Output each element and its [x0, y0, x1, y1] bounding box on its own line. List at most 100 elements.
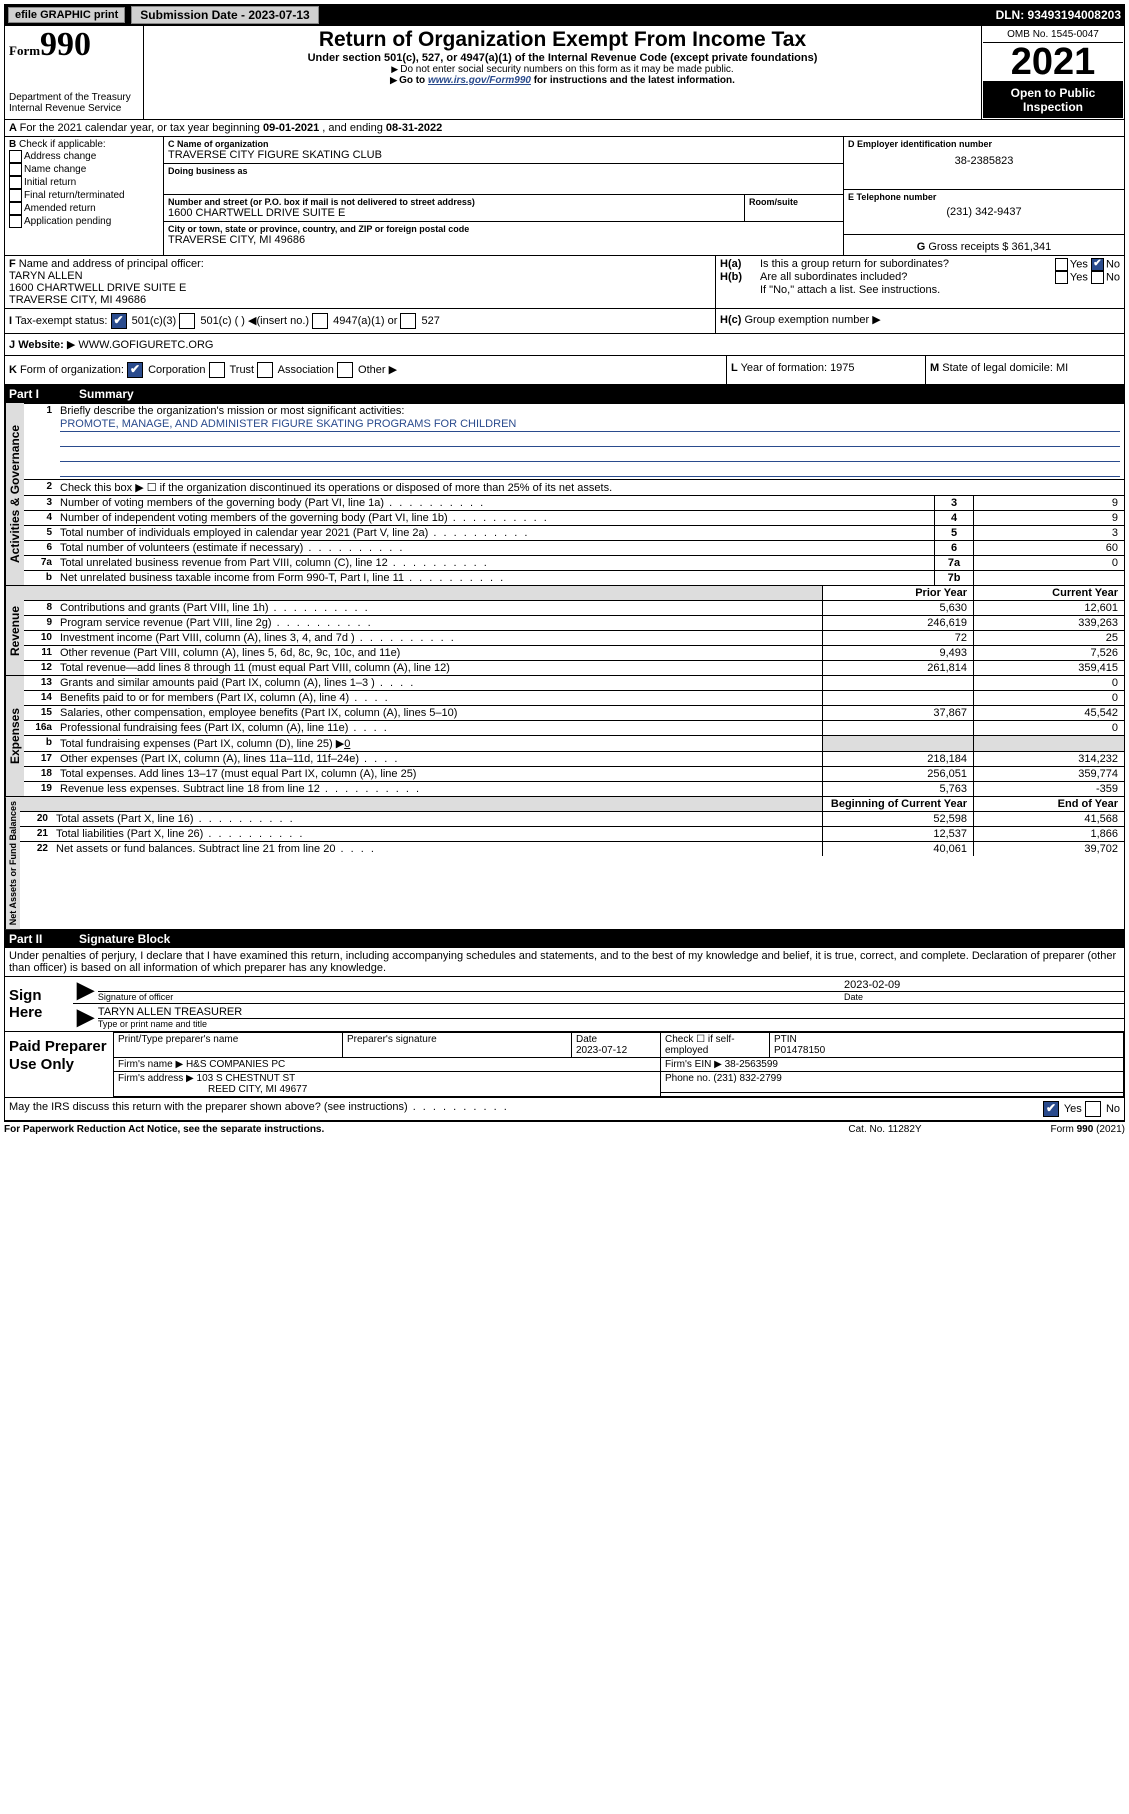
firm-phone: (231) 832-2799 [713, 1073, 781, 1084]
tax-year: 2021 [983, 43, 1123, 82]
perjury-declaration: Under penalties of perjury, I declare th… [5, 948, 1125, 976]
p15: 37,867 [823, 706, 974, 721]
firm-ein: 38-2563599 [725, 1059, 778, 1070]
line-2: Check this box ▶ ☐ if the organization d… [56, 480, 1124, 496]
pra-notice: For Paperwork Reduction Act Notice, see … [4, 1124, 324, 1135]
c12: 359,415 [974, 661, 1125, 676]
officer-name-title: TARYN ALLEN TREASURER [98, 1006, 1124, 1018]
tab-revenue: Revenue [5, 586, 24, 675]
cb-501c3[interactable]: ✔ [111, 313, 127, 329]
c16a: 0 [974, 721, 1125, 736]
officer-addr1: 1600 CHARTWELL DRIVE SUITE E [9, 282, 711, 294]
firm-addr2: REED CITY, MI 49677 [118, 1084, 307, 1095]
footer: For Paperwork Reduction Act Notice, see … [4, 1121, 1125, 1135]
form-subtitle: Under section 501(c), 527, or 4947(a)(1)… [148, 52, 977, 64]
sig-date-value: 2023-02-09 [844, 979, 1124, 991]
fundraising-total: 0 [344, 738, 350, 750]
c17: 314,232 [974, 752, 1125, 767]
cb-name-change[interactable]: Name change [9, 163, 159, 176]
h-b-label: Are all subordinates included? [760, 271, 1055, 284]
city-state-zip: TRAVERSE CITY, MI 49686 [168, 234, 839, 246]
dba-label: Doing business as [168, 166, 839, 176]
paid-preparer-label: Paid Preparer Use Only [5, 1032, 113, 1097]
officer-name: TARYN ALLEN [9, 270, 711, 282]
c18: 359,774 [974, 767, 1125, 782]
p13 [823, 676, 974, 691]
may-irs-discuss: May the IRS discuss this return with the… [9, 1101, 509, 1113]
c10: 25 [974, 631, 1125, 646]
part-ii-header: Part IISignature Block [5, 930, 1125, 949]
street-address: 1600 CHARTWELL DRIVE SUITE E [168, 207, 740, 219]
firm-addr1: 103 S CHESTNUT ST [197, 1073, 296, 1084]
c22: 39,702 [974, 842, 1125, 857]
note-ssn: Do not enter social security numbers on … [148, 64, 977, 75]
self-employed-check[interactable]: Check ☐ if self-employed [661, 1033, 770, 1058]
cb-final-return[interactable]: Final return/terminated [9, 189, 159, 202]
preparer-name-label: Print/Type preparer's name [114, 1033, 343, 1058]
c8: 12,601 [974, 601, 1125, 616]
row-a-tax-year: A For the 2021 calendar year, or tax yea… [5, 120, 1125, 137]
note-link: Go to www.irs.gov/Form990 for instructio… [148, 75, 977, 86]
officer-addr2: TRAVERSE CITY, MI 49686 [9, 294, 711, 306]
cb-amended-return[interactable]: Amended return [9, 202, 159, 215]
sig-officer-label: Signature of officer [98, 991, 844, 1002]
preparer-sig-label: Preparer's signature [343, 1033, 572, 1058]
v7a: 0 [974, 556, 1125, 571]
cb-corporation[interactable]: ✔ [127, 362, 143, 378]
p16a [823, 721, 974, 736]
p11: 9,493 [823, 646, 974, 661]
c9: 339,263 [974, 616, 1125, 631]
sig-date-label: Date [844, 991, 1124, 1002]
p14 [823, 691, 974, 706]
may-irs-yes[interactable]: ✔ [1043, 1101, 1059, 1117]
city-label: City or town, state or province, country… [168, 224, 839, 234]
dept-treasury: Department of the Treasury [9, 92, 139, 103]
tab-expenses: Expenses [5, 676, 24, 796]
v6: 60 [974, 541, 1125, 556]
efile-top-bar: efile GRAPHIC print Submission Date - 20… [4, 4, 1125, 26]
org-name: TRAVERSE CITY FIGURE SKATING CLUB [168, 149, 839, 161]
street-label: Number and street (or P.O. box if mail i… [168, 197, 740, 207]
c13: 0 [974, 676, 1125, 691]
gross-receipts: 361,341 [1012, 241, 1052, 253]
p10: 72 [823, 631, 974, 646]
form-number: Form990 [9, 28, 139, 62]
tab-governance: Activities & Governance [5, 403, 24, 585]
mission-text: PROMOTE, MANAGE, AND ADMINISTER FIGURE S… [60, 418, 1120, 432]
open-to-public: Open to Public Inspection [983, 82, 1123, 118]
arrow-icon: ▶ [73, 977, 98, 1003]
p19: 5,763 [823, 782, 974, 797]
v5: 3 [974, 526, 1125, 541]
c15: 45,542 [974, 706, 1125, 721]
website: WWW.GOFIGURETC.ORG [78, 339, 213, 351]
ein: 38-2385823 [848, 149, 1120, 167]
irs-link[interactable]: www.irs.gov/Form990 [428, 75, 531, 86]
irs-label: Internal Revenue Service [9, 103, 139, 114]
c11: 7,526 [974, 646, 1125, 661]
h-a-no-check[interactable]: ✔ [1091, 258, 1104, 271]
form-footer-label: Form 990 (2021) [965, 1124, 1125, 1135]
efile-print-button[interactable]: efile GRAPHIC print [8, 7, 125, 23]
p18: 256,051 [823, 767, 974, 782]
cb-application-pending[interactable]: Application pending [9, 215, 159, 228]
h-b-note: If "No," attach a list. See instructions… [720, 284, 1120, 296]
arrow-icon: ▶ [73, 1004, 98, 1030]
c20: 41,568 [974, 812, 1125, 827]
h-c-label: Group exemption number [744, 314, 869, 326]
ptin: P01478150 [774, 1045, 825, 1056]
sign-here-label: Sign Here [5, 977, 73, 1031]
form-title: Return of Organization Exempt From Incom… [148, 28, 977, 52]
p8: 5,630 [823, 601, 974, 616]
cat-no: Cat. No. 11282Y [805, 1124, 965, 1135]
cb-initial-return[interactable]: Initial return [9, 176, 159, 189]
p12: 261,814 [823, 661, 974, 676]
p22: 40,061 [823, 842, 974, 857]
p21: 12,537 [823, 827, 974, 842]
firm-name: H&S COMPANIES PC [186, 1059, 285, 1070]
v3: 9 [974, 496, 1125, 511]
c19: -359 [974, 782, 1125, 797]
cb-address-change[interactable]: Address change [9, 150, 159, 163]
may-irs-no[interactable] [1085, 1101, 1101, 1117]
p9: 246,619 [823, 616, 974, 631]
preparer-date: 2023-07-12 [576, 1045, 627, 1056]
